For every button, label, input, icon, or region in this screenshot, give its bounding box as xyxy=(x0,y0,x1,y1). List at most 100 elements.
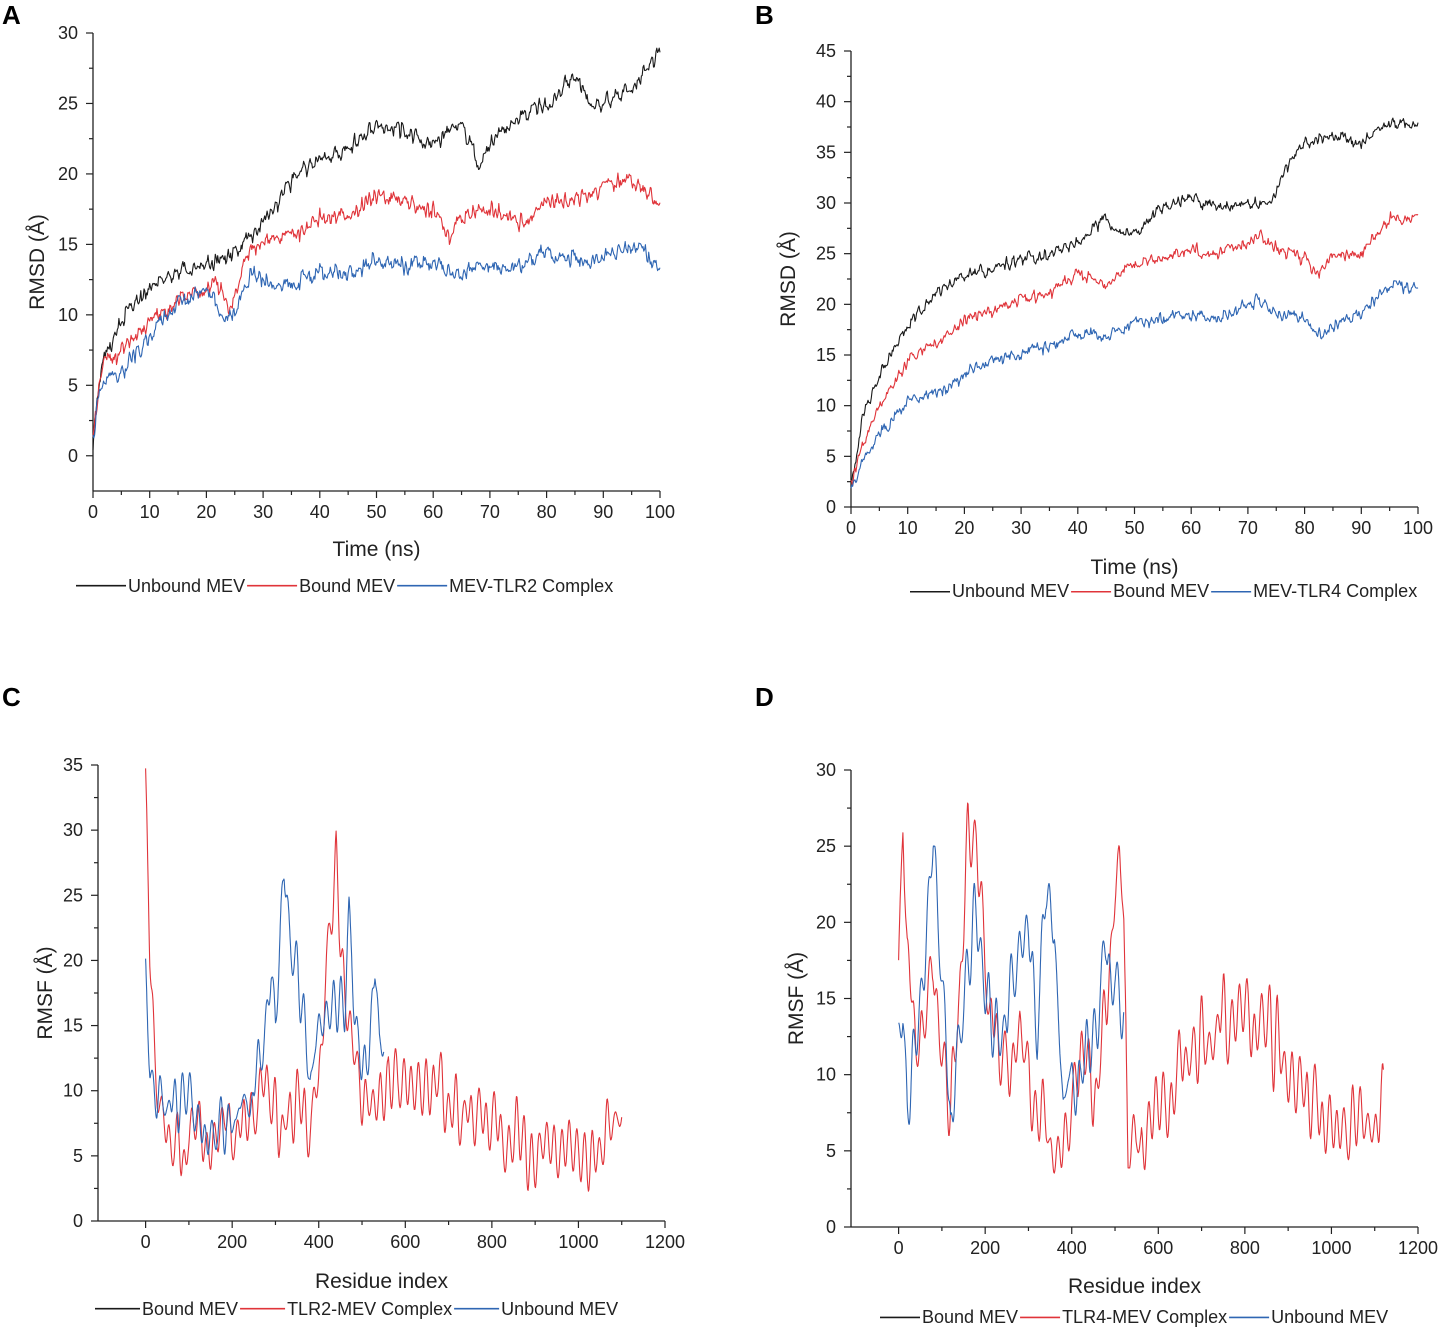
y-tick-label: 20 xyxy=(63,950,83,970)
legend-label: TLR2-MEV Complex xyxy=(287,1299,452,1319)
series-line-unbound-mev xyxy=(92,47,661,450)
series-line-unbound-mev xyxy=(145,878,385,1156)
y-tick-label: 5 xyxy=(73,1146,83,1166)
legend-label: MEV-TLR2 Complex xyxy=(449,576,613,596)
y-tick-label: 10 xyxy=(63,1081,83,1101)
legend-label: TLR4-MEV Complex xyxy=(1062,1307,1227,1327)
x-tick-label: 0 xyxy=(894,1238,904,1258)
legend-label: Bound MEV xyxy=(922,1307,1018,1327)
y-tick-label: 30 xyxy=(816,193,836,213)
x-tick-label: 60 xyxy=(423,502,443,522)
y-tick-label: 45 xyxy=(816,41,836,61)
x-tick-label: 50 xyxy=(1124,518,1144,538)
x-tick-label: 1000 xyxy=(558,1232,598,1252)
x-tick-label: 0 xyxy=(141,1232,151,1252)
y-tick-label: 5 xyxy=(826,446,836,466)
x-tick-label: 600 xyxy=(1143,1238,1173,1258)
x-tick-label: 50 xyxy=(366,502,386,522)
y-tick-label: 35 xyxy=(63,755,83,775)
x-tick-label: 400 xyxy=(304,1232,334,1252)
series-line-unbound-mev xyxy=(898,845,1125,1125)
x-tick-label: 20 xyxy=(954,518,974,538)
panel-label-a: A xyxy=(2,0,21,30)
y-tick-label: 25 xyxy=(63,885,83,905)
x-tick-label: 20 xyxy=(196,502,216,522)
x-tick-label: 800 xyxy=(1230,1238,1260,1258)
y-tick-label: 30 xyxy=(63,820,83,840)
x-tick-label: 80 xyxy=(1295,518,1315,538)
series-line-unbound-mev xyxy=(850,117,1419,482)
y-tick-label: 10 xyxy=(816,396,836,416)
x-tick-label: 30 xyxy=(1011,518,1031,538)
legend-label: Bound MEV xyxy=(299,576,395,596)
series-line-mev-tlr2-complex xyxy=(92,241,661,439)
y-tick-label: 30 xyxy=(58,23,78,43)
x-axis-title: Residue index xyxy=(1068,1275,1202,1298)
x-axis-title: Time (ns) xyxy=(333,538,421,561)
y-tick-label: 15 xyxy=(816,345,836,365)
panel-b: 0 10 20 30 40 50 60 70 80 90 100 0 5 10 15 20 25 30 35 40 45… xyxy=(777,41,1433,601)
x-tick-label: 90 xyxy=(593,502,613,522)
y-tick-label: 20 xyxy=(816,912,836,932)
x-tick-label: 70 xyxy=(480,502,500,522)
y-tick-label: 20 xyxy=(58,164,78,184)
x-tick-label: 30 xyxy=(253,502,273,522)
x-tick-label: 100 xyxy=(645,502,675,522)
x-tick-label: 1000 xyxy=(1311,1238,1351,1258)
y-tick-label: 15 xyxy=(58,234,78,254)
y-axis-title: RMSD (Å) xyxy=(26,214,49,310)
y-tick-label: 25 xyxy=(58,93,78,113)
y-tick-label: 30 xyxy=(816,760,836,780)
y-tick-label: 0 xyxy=(826,497,836,517)
y-tick-label: 0 xyxy=(826,1217,836,1237)
y-tick-label: 0 xyxy=(68,446,78,466)
y-tick-label: 5 xyxy=(68,375,78,395)
legend-label: Unbound MEV xyxy=(952,581,1069,601)
x-tick-label: 70 xyxy=(1238,518,1258,538)
panel-label-b: B xyxy=(755,0,774,30)
x-tick-label: 1200 xyxy=(645,1232,685,1252)
panel-label-c: C xyxy=(2,682,21,712)
y-tick-label: 35 xyxy=(816,142,836,162)
series-line-bound-mev xyxy=(850,211,1419,487)
x-axis-title: Time (ns) xyxy=(1091,556,1179,579)
x-tick-label: 10 xyxy=(898,518,918,538)
y-tick-label: 10 xyxy=(58,305,78,325)
x-tick-label: 1200 xyxy=(1398,1238,1438,1258)
x-tick-label: 600 xyxy=(390,1232,420,1252)
x-tick-label: 400 xyxy=(1057,1238,1087,1258)
y-axis-title: RMSF (Å) xyxy=(34,946,57,1039)
x-tick-label: 60 xyxy=(1181,518,1201,538)
legend-label: Bound MEV xyxy=(142,1299,238,1319)
y-axis-title: RMSF (Å) xyxy=(785,952,808,1045)
legend-label: Unbound MEV xyxy=(501,1299,618,1319)
y-tick-label: 40 xyxy=(816,92,836,112)
panel-d: 0 200 400 600 800 1000 1200 0 5 10 15 20 25 30 Residue… xyxy=(785,760,1438,1327)
x-tick-label: 90 xyxy=(1351,518,1371,538)
panel-label-d: D xyxy=(755,682,774,712)
y-tick-label: 25 xyxy=(816,836,836,856)
y-tick-label: 15 xyxy=(63,1016,83,1036)
y-tick-label: 0 xyxy=(73,1211,83,1231)
y-axis-title: RMSD (Å) xyxy=(777,231,800,327)
x-tick-label: 80 xyxy=(537,502,557,522)
series-line-tlr2-mev-complex xyxy=(145,768,623,1192)
panel-a: 0 10 20 30 40 50 60 70 80 90 100 0 5 10 15 20 25 30 Time (… xyxy=(26,23,675,596)
legend-label: Unbound MEV xyxy=(1271,1307,1388,1327)
x-tick-label: 40 xyxy=(310,502,330,522)
series-line-tlr4-mev-complex xyxy=(898,802,1384,1174)
legend-label: Bound MEV xyxy=(1113,581,1209,601)
legend-label: MEV-TLR4 Complex xyxy=(1253,581,1417,601)
x-axis-title: Residue index xyxy=(315,1270,449,1293)
legend-label: Unbound MEV xyxy=(128,576,245,596)
x-tick-label: 0 xyxy=(846,518,856,538)
y-tick-label: 5 xyxy=(826,1141,836,1161)
y-tick-label: 10 xyxy=(816,1065,836,1085)
x-tick-label: 200 xyxy=(217,1232,247,1252)
x-tick-label: 200 xyxy=(970,1238,1000,1258)
x-tick-label: 0 xyxy=(88,502,98,522)
panel-c: 0 200 400 600 800 1000 1200 0 5 10 15 20 25 30 35 Resid… xyxy=(34,755,685,1319)
y-tick-label: 25 xyxy=(816,244,836,264)
